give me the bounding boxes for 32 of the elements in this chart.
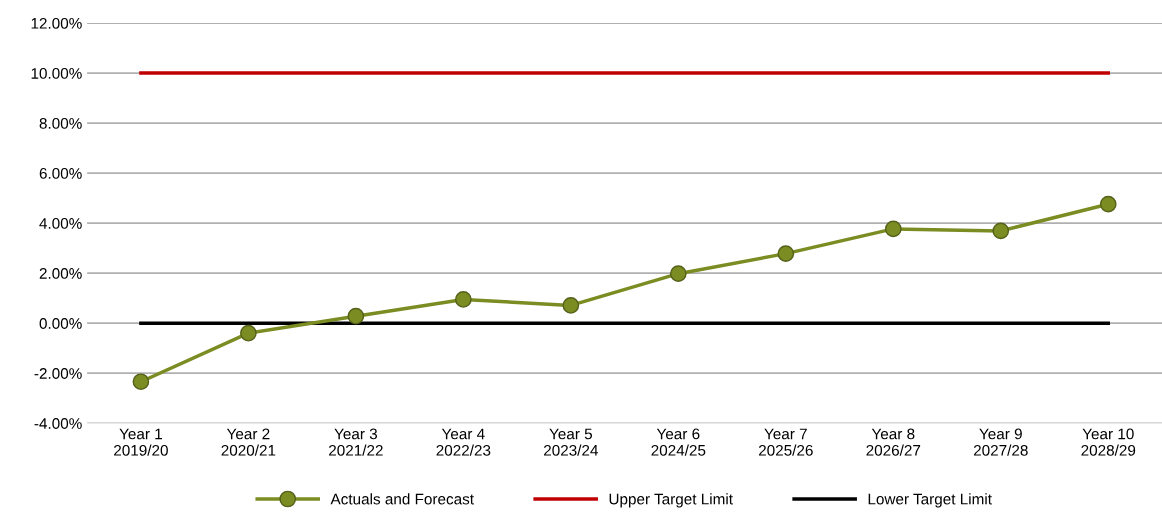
point <box>562 297 580 314</box>
x-tick-label: Year 4 2022/23 <box>436 428 491 456</box>
point <box>455 291 472 308</box>
point <box>777 245 795 262</box>
point <box>1099 195 1117 213</box>
legend-label: Actuals and Forecast <box>330 493 474 505</box>
y-tick-label: -4.00% <box>34 418 82 429</box>
x-tick-label: Year 5 2023/24 <box>543 428 598 456</box>
y-tick-label: -2.00% <box>34 368 82 379</box>
y-tick-label: 10.00% <box>31 67 82 79</box>
y-tick-label: 8.00% <box>39 117 82 129</box>
x-tick-label: Year 6 2024/25 <box>651 428 706 456</box>
legend-label: Lower Target Limit <box>868 493 992 508</box>
y-tick-label: 6.00% <box>39 168 82 179</box>
x-tick-label: Year 8 2026/27 <box>866 428 921 456</box>
x-tick-label: Year 7 2025/26 <box>758 428 813 456</box>
point <box>884 220 902 238</box>
y-tick-label: 12.00% <box>31 17 82 29</box>
point <box>992 222 1010 240</box>
point <box>132 373 150 391</box>
point <box>347 307 365 325</box>
point <box>669 265 687 283</box>
x-tick-label: Year 10 2028/29 <box>1081 428 1136 456</box>
x-tick-label: Year 1 2019/20 <box>114 428 168 456</box>
y-tick-label: 2.00% <box>39 268 82 279</box>
legend-label: Upper Target Limit <box>609 493 733 508</box>
point <box>240 324 257 342</box>
y-tick-label: 4.00% <box>39 218 82 229</box>
x-tick-label: Year 2 2020/21 <box>221 428 276 456</box>
x-tick-label: Year 3 2021/22 <box>329 428 383 456</box>
y-tick-label: 0.00% <box>39 318 82 329</box>
x-tick-label: Year 9 2027/28 <box>973 428 1028 456</box>
